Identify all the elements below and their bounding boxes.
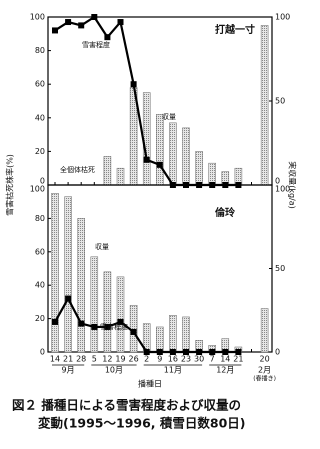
bar xyxy=(195,151,203,186)
panel-title: 倫玲 xyxy=(215,206,236,219)
bar xyxy=(103,271,112,353)
annotation: 全個体枯死 xyxy=(60,165,95,174)
x-tick-label: 7 xyxy=(210,355,215,364)
x-group-label: 10月 xyxy=(105,366,123,375)
marker xyxy=(91,14,98,20)
series-label: 雪害程度 xyxy=(100,322,128,331)
bar xyxy=(260,308,269,353)
x-tick-label: 21 xyxy=(233,355,243,364)
marker xyxy=(65,19,72,26)
x-group-note: (春播き) xyxy=(253,375,276,383)
x-tick-label: 23 xyxy=(181,355,191,364)
marker xyxy=(143,349,150,355)
bar xyxy=(116,276,125,353)
x-tick-label: 30 xyxy=(194,355,204,364)
y-tick-label: 80 xyxy=(35,46,45,55)
y-tick-label: 20 xyxy=(35,147,45,156)
y-tick-label: 20 xyxy=(35,314,45,323)
x-tick-label: 14 xyxy=(220,355,230,364)
x-group-label: 2月 xyxy=(258,366,271,375)
y-tick-label: 80 xyxy=(35,214,45,223)
x-axis-label: 播種日 xyxy=(138,379,162,389)
bar xyxy=(169,315,177,353)
bar xyxy=(77,218,85,353)
marker xyxy=(209,349,216,355)
x-tick-label: 28 xyxy=(76,355,86,364)
y-tick-label: 40 xyxy=(35,113,45,122)
marker xyxy=(91,323,98,330)
marker xyxy=(183,349,189,355)
bar xyxy=(64,196,72,353)
x-tick-label: 9 xyxy=(157,355,162,364)
marker xyxy=(156,161,163,168)
marker xyxy=(156,349,163,355)
x-tick-label: 20 xyxy=(260,355,270,364)
y2-tick-label: 50 xyxy=(275,264,285,273)
marker xyxy=(222,349,229,355)
marker xyxy=(104,323,111,330)
marker xyxy=(117,318,124,325)
marker xyxy=(52,27,58,34)
bar xyxy=(260,25,269,186)
y-tick-label: 0 xyxy=(40,177,45,186)
marker xyxy=(130,81,137,88)
marker xyxy=(196,349,203,355)
y-tick-label: 0 xyxy=(40,348,45,357)
marker xyxy=(104,34,111,41)
marker xyxy=(130,328,137,335)
bar xyxy=(142,92,151,186)
x-tick-label: 21 xyxy=(63,355,73,364)
y-tick-label: 40 xyxy=(35,281,45,290)
caption: 図２ 播種日による雪害程度および収量の xyxy=(12,398,241,413)
x-group-label: 12月 xyxy=(216,366,234,375)
y-tick-label: 60 xyxy=(35,247,45,256)
y2-tick-label: 100 xyxy=(275,185,290,194)
panel-title: 打越一寸 xyxy=(215,23,255,36)
y2-tick-label: 50 xyxy=(275,97,285,106)
x-group-label: 9月 xyxy=(62,366,75,375)
bar xyxy=(116,167,125,186)
series-label: 収量 xyxy=(95,243,109,251)
marker xyxy=(78,320,85,327)
x-tick-label: 12 xyxy=(102,355,112,364)
x-group-label: 11月 xyxy=(164,366,182,375)
bar xyxy=(182,316,190,353)
x-tick-label: 16 xyxy=(168,355,178,364)
series-label: 雪害程度 xyxy=(82,40,110,49)
bar xyxy=(156,326,164,353)
marker xyxy=(169,349,176,355)
y2-axis-label: 実収量(kg/a) xyxy=(288,161,298,209)
y-tick-label: 100 xyxy=(30,185,45,194)
y2-tick-label: 0 xyxy=(275,348,280,357)
marker xyxy=(78,22,85,29)
y2-tick-label: 100 xyxy=(275,13,290,22)
bar xyxy=(208,162,216,186)
caption: 変動(1995〜1996, 積雪日数80日) xyxy=(38,416,246,431)
marker xyxy=(65,295,72,302)
bar xyxy=(169,122,177,186)
bar xyxy=(51,193,59,353)
bar xyxy=(182,127,190,186)
marker xyxy=(235,349,242,355)
x-tick-label: 19 xyxy=(115,355,125,364)
marker xyxy=(143,156,150,163)
x-tick-label: 14 xyxy=(50,355,60,364)
x-tick-label: 26 xyxy=(129,355,139,364)
marker xyxy=(117,19,124,26)
y2-tick-label: 0 xyxy=(275,177,280,186)
bar xyxy=(90,256,99,353)
marker xyxy=(52,318,58,325)
bar xyxy=(156,114,164,186)
y-tick-label: 100 xyxy=(30,13,45,22)
series-label: 収量 xyxy=(162,113,176,121)
y-axis-label: 雪害枯死株率(%) xyxy=(5,154,15,216)
x-tick-label: 5 xyxy=(92,355,97,364)
x-tick-label: 2 xyxy=(144,355,149,364)
bar xyxy=(103,156,112,186)
bar xyxy=(129,304,138,353)
y-tick-label: 60 xyxy=(35,80,45,89)
